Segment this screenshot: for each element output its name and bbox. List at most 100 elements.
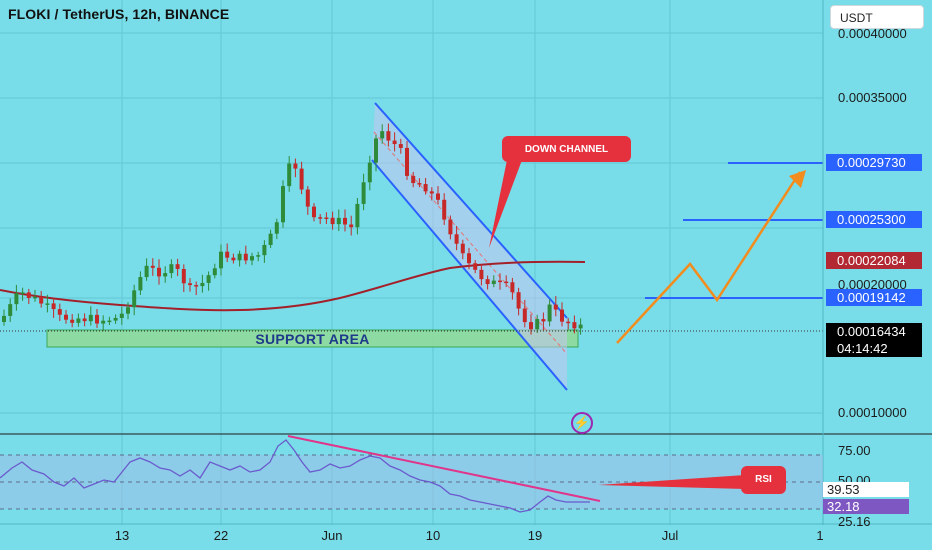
candle-body — [460, 243, 465, 254]
time-axis-label: 10 — [425, 528, 441, 543]
rsi-axis-label: 25.16 — [838, 514, 871, 529]
candle-body — [188, 283, 192, 286]
candle-body — [88, 314, 93, 322]
candle-body — [107, 320, 112, 323]
candle-body — [132, 290, 137, 308]
candle-body — [200, 282, 205, 287]
candle-body — [262, 244, 267, 256]
down-channel-callout-pointer — [489, 160, 522, 248]
candle-body — [2, 315, 6, 322]
candle-body — [95, 314, 99, 324]
candle-body — [39, 296, 44, 304]
candle-body — [336, 217, 341, 225]
price-axis-label: 0.00040000 — [838, 26, 907, 41]
candle-body — [287, 163, 292, 187]
candle-body — [386, 131, 391, 141]
rsi-value-tag: 32.18 — [823, 499, 909, 514]
candle-body — [429, 191, 434, 194]
candle-body — [250, 256, 254, 261]
down-channel-upper — [374, 102, 568, 319]
target-price-tag-3: 0.00029730 — [826, 154, 922, 171]
time-axis-label: 1 — [816, 528, 824, 543]
candle-body — [237, 253, 242, 261]
last-price-tag: 0.00016434 — [826, 323, 922, 340]
candle-body — [312, 206, 316, 218]
price-axis-label: 0.00035000 — [838, 90, 907, 105]
candle-body — [318, 217, 323, 219]
candle-body — [45, 303, 50, 305]
rsi-callout-pointer — [598, 475, 745, 489]
candle-body — [553, 304, 558, 310]
moving-average-tag: 0.00022084 — [826, 252, 922, 269]
candle-body — [442, 199, 447, 220]
rsi-callout: RSI — [741, 466, 786, 494]
candle-body — [256, 255, 261, 257]
candle-body — [163, 273, 168, 277]
target-price-tag-2: 0.00025300 — [826, 211, 922, 228]
candle-body — [522, 308, 527, 323]
candle-body — [70, 319, 75, 323]
candle-body — [157, 267, 161, 277]
candle-body — [219, 251, 223, 269]
candle-body — [398, 144, 403, 148]
rsi-divergence-line — [287, 435, 601, 502]
candle-body — [349, 224, 354, 228]
price-axis-label: 0.00010000 — [838, 405, 907, 420]
candle-body — [33, 296, 37, 299]
candle-body — [355, 203, 360, 228]
candle-body — [281, 186, 285, 223]
candle-body — [467, 253, 471, 264]
time-axis-label: 19 — [527, 528, 543, 543]
time-axis-label: 22 — [213, 528, 229, 543]
grid — [0, 0, 823, 525]
projection-arrowhead — [789, 170, 806, 188]
candle-body — [374, 138, 378, 163]
candle-body — [231, 257, 236, 261]
candle-body — [194, 285, 199, 287]
candle-body — [473, 263, 478, 270]
candle-body — [268, 233, 273, 245]
candle-body — [330, 217, 335, 225]
time-axis-label: 13 — [114, 528, 130, 543]
candle-body — [504, 281, 509, 284]
candle-body — [175, 264, 180, 269]
candle-body — [541, 319, 546, 322]
candle-body — [14, 293, 19, 305]
candle-body — [392, 140, 397, 145]
rsi-ma-value-tag: 39.53 — [823, 482, 909, 497]
candle-body — [361, 182, 366, 204]
bar-countdown-tag: 04:14:42 — [826, 340, 922, 357]
candle-body — [181, 268, 186, 284]
candle-body — [169, 264, 174, 274]
candle-body — [144, 265, 149, 278]
candle-body — [454, 234, 459, 244]
candle-body — [299, 168, 304, 190]
candle-body — [76, 318, 81, 323]
candles — [2, 123, 583, 335]
projection-path — [616, 171, 802, 344]
candle-body — [324, 217, 329, 220]
candle-body — [212, 268, 217, 276]
chart-title: FLOKI / TetherUS, 12h, BINANCE — [8, 6, 230, 22]
candle-body — [126, 307, 130, 314]
support-area-zone — [46, 329, 579, 348]
candle-body — [516, 292, 521, 309]
candle-body — [535, 319, 540, 330]
candle-body — [57, 309, 62, 315]
candle-body — [138, 277, 143, 291]
candle-body — [274, 222, 279, 234]
candle-body — [380, 131, 385, 139]
time-axis-label: Jul — [661, 528, 679, 543]
currency-button[interactable]: USDT — [830, 5, 924, 29]
moving-average-line — [0, 260, 586, 312]
candle-body — [405, 147, 409, 176]
candle-body — [547, 304, 552, 322]
candle-body — [150, 265, 155, 268]
lightning-icon[interactable]: ⚡ — [571, 412, 593, 434]
candle-body — [417, 183, 422, 185]
time-axis-label: Jun — [321, 528, 343, 543]
rsi-line — [0, 439, 590, 513]
down-channel-lower — [371, 159, 568, 391]
